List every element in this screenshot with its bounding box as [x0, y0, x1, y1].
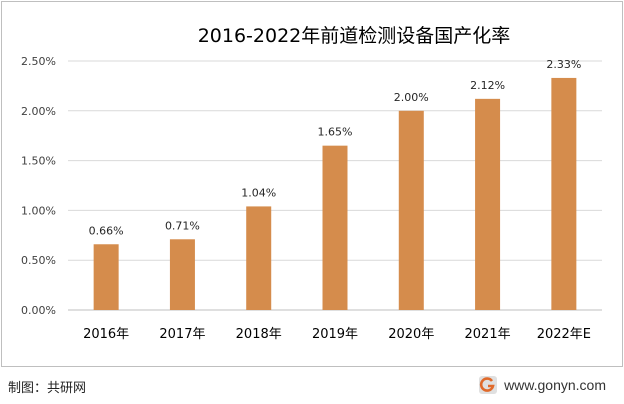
- x-tick-label: 2018年: [236, 327, 282, 342]
- data-label: 0.66%: [89, 224, 124, 237]
- data-label: 2.33%: [546, 58, 581, 71]
- x-axis-ticks: 2016年 2017年 2018年 2019年 2020年 2021年 2022年E: [83, 327, 591, 342]
- y-tick-label: 2.00%: [21, 105, 56, 118]
- y-tick-label: 0.50%: [21, 254, 56, 267]
- source-label: 制图：共研网: [8, 380, 87, 395]
- data-label: 1.04%: [241, 186, 276, 199]
- x-tick-label: 2020年: [388, 327, 434, 342]
- x-tick-label: 2017年: [159, 327, 205, 342]
- bar-2016年: [93, 244, 119, 310]
- bar-chart: 2016-2022年前道检测设备国产化率 0.00% 0.50% 1.00% 1.50…: [21, 25, 602, 342]
- y-tick-label: 1.50%: [21, 155, 56, 168]
- x-tick-label: 2016年: [83, 327, 129, 342]
- chart-frame: 2016-2022年前道检测设备国产化率 0.00% 0.50% 1.00% 1.50…: [1, 1, 623, 367]
- x-tick-label: 2021年: [465, 327, 511, 342]
- x-tick-label: 2022年E: [537, 327, 591, 342]
- y-axis-ticks: 0.00% 0.50% 1.00% 1.50% 2.00% 2.50%: [21, 55, 56, 317]
- chart-title: 2016-2022年前道检测设备国产化率: [198, 25, 511, 47]
- footer: 制图：共研网 www.gonyn.com: [0, 367, 624, 404]
- data-labels: 0.66% 0.71% 1.04% 1.65% 2.00% 2.12% 2.33%: [89, 58, 582, 237]
- data-label: 2.12%: [470, 79, 505, 92]
- bar-2020年: [398, 110, 424, 310]
- brand[interactable]: www.gonyn.com: [478, 375, 606, 395]
- bar-2019年: [322, 145, 348, 310]
- bar-2018年: [246, 206, 272, 310]
- x-tick-label: 2019年: [312, 327, 358, 342]
- y-tick-label: 1.00%: [21, 204, 56, 217]
- brand-url[interactable]: www.gonyn.com: [504, 377, 606, 393]
- gonyn-logo-icon: [479, 376, 498, 394]
- bar-2021年: [475, 98, 501, 311]
- data-label: 0.71%: [165, 219, 200, 232]
- bar-2022年E: [551, 77, 577, 310]
- bar-2017年: [169, 239, 195, 310]
- data-label: 1.65%: [318, 126, 353, 139]
- bars: [93, 77, 577, 311]
- data-label: 2.00%: [394, 91, 429, 104]
- y-tick-label: 2.50%: [21, 55, 56, 68]
- y-tick-label: 0.00%: [21, 304, 56, 317]
